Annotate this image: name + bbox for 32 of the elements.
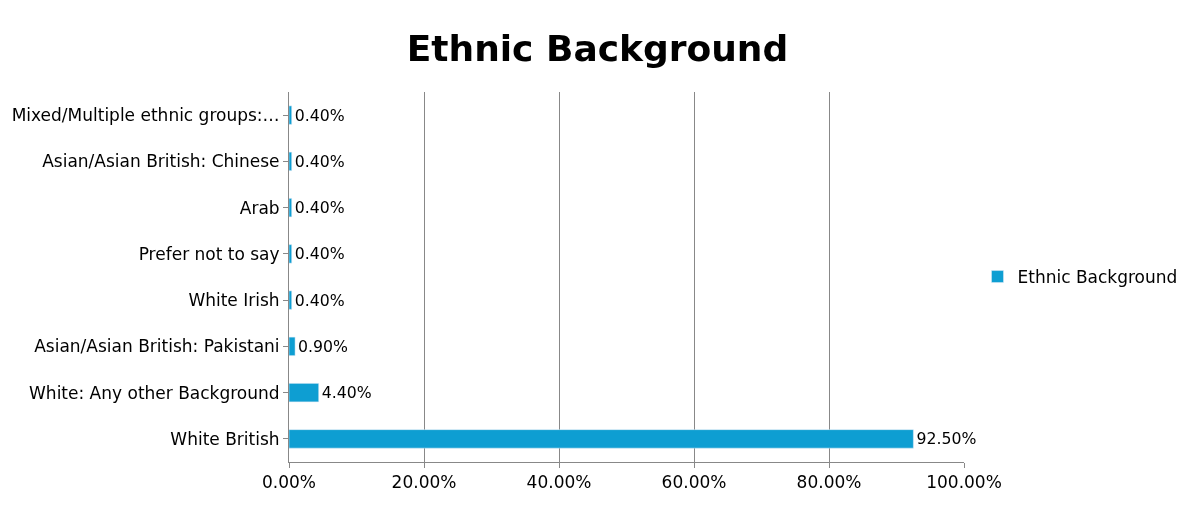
legend-label: Ethnic Background xyxy=(1017,267,1178,288)
x-tick-label: 20.00% xyxy=(391,472,457,493)
data-label: 0.40% xyxy=(294,244,345,264)
y-tick-label: Arab xyxy=(239,197,280,218)
data-label: 0.90% xyxy=(298,336,349,356)
y-tick-label: White Irish xyxy=(188,290,280,311)
y-tick-label: Asian/Asian British: Pakistani xyxy=(34,336,280,357)
data-label: 0.40% xyxy=(294,151,345,171)
data-label: 0.40% xyxy=(294,198,345,218)
x-tick-label: 80.00% xyxy=(796,472,862,493)
bar xyxy=(289,151,292,171)
y-tick-label: Asian/Asian British: Chinese xyxy=(42,151,280,172)
chart-title: Ethnic Background xyxy=(406,28,789,70)
bar xyxy=(289,198,292,218)
x-tick-label: 60.00% xyxy=(661,472,727,493)
bar xyxy=(289,336,296,356)
bar xyxy=(289,383,319,403)
bar xyxy=(289,244,292,264)
y-tick-label: White: Any other Background xyxy=(29,382,280,403)
data-label: 92.50% xyxy=(916,429,977,449)
x-tick-label: 0.00% xyxy=(261,472,317,493)
y-tick-label: Mixed/Multiple ethnic groups:… xyxy=(11,105,280,126)
y-tick-label: Prefer not to say xyxy=(138,243,280,264)
data-label: 0.40% xyxy=(294,290,345,310)
x-tick-label: 40.00% xyxy=(526,472,592,493)
bar xyxy=(289,429,914,449)
data-label: 4.40% xyxy=(321,383,372,403)
data-label: 0.40% xyxy=(294,105,345,125)
bar xyxy=(289,105,292,125)
bar xyxy=(289,290,292,310)
x-tick-label: 100.00% xyxy=(926,472,1002,493)
y-tick-label: White British xyxy=(170,428,280,449)
